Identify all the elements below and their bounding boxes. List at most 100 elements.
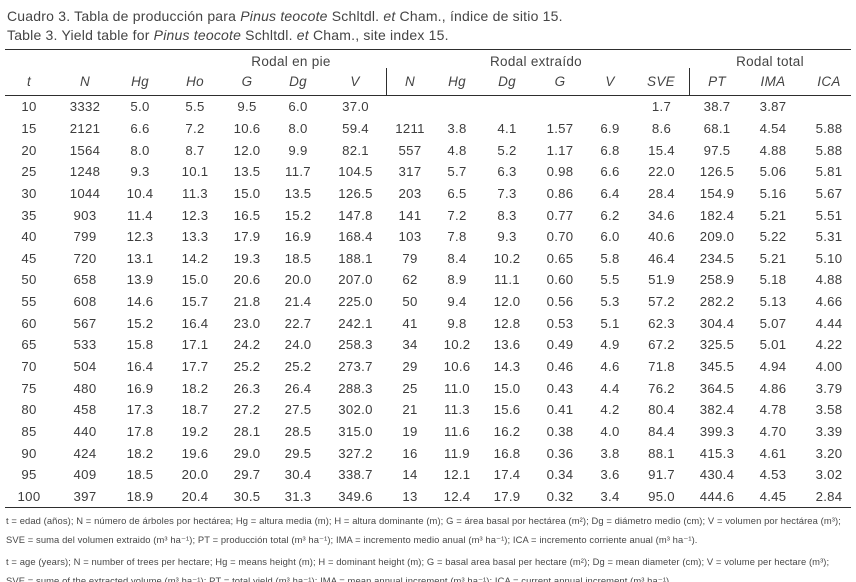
table-cell: 12.0 [493, 294, 521, 310]
table-cell: 0.46 [546, 359, 574, 374]
table-cell: 30 [21, 185, 37, 201]
table-cell: 15.2 [126, 315, 154, 331]
table-cell: 4.45 [759, 488, 787, 504]
table-cell: 85 [21, 423, 37, 439]
table-cell: 0.43 [546, 380, 574, 396]
footnote-es: t = edad (años); N = número de árboles p… [6, 512, 852, 549]
table-cell: 12.3 [126, 229, 154, 245]
table-cell: 18.2 [126, 445, 154, 461]
table-cell: 154.9 [699, 185, 735, 201]
table-cell: 1211 [395, 120, 425, 136]
table-cell: 27.5 [284, 402, 312, 418]
table-cell: 28.4 [648, 185, 675, 201]
table-cell: 17.9 [233, 229, 261, 245]
table-cell: 6.6 [130, 120, 150, 136]
table-cell: 3.8 [600, 445, 620, 461]
table-cell: 567 [73, 315, 97, 331]
table-cell: 345.5 [699, 359, 735, 374]
table-cell: 80.4 [648, 402, 675, 418]
table-cell: 658 [73, 272, 97, 288]
table-cell: 41 [402, 315, 418, 331]
table-cell: 1248 [69, 164, 101, 180]
table-cell: 16.9 [126, 380, 154, 396]
table-cell: 3.4 [600, 488, 620, 504]
table-cell: 799 [73, 229, 97, 245]
table-cell: 3.02 [815, 467, 843, 483]
table-bottom-rule [5, 507, 851, 508]
table-cell: 4.88 [759, 142, 787, 158]
table-cell: 29.0 [233, 445, 261, 461]
table-cell: 51.9 [648, 272, 675, 288]
table-row: 90 424 18.2 19.6 29.0 29.5 327.2 16 11.9 16.8 0.36… [0, 442, 856, 464]
table-cell: 23.0 [233, 315, 261, 331]
table-cell: 258.3 [338, 337, 373, 353]
table-cell: 4.78 [759, 402, 787, 418]
column-header: N [404, 74, 416, 89]
column-header: Hg [448, 74, 466, 89]
table-cell: 5.7 [447, 164, 467, 180]
table-cell: 17.8 [126, 423, 154, 439]
column-header-row: t N Hg Ho G Dg V N Hg Dg G V SVE PT IMA ICA [0, 68, 856, 95]
table-cell: 0.98 [546, 164, 574, 180]
table-cell: 11.3 [182, 185, 208, 201]
table-cell: 95 [21, 467, 37, 483]
table-cell: 19.3 [233, 250, 261, 266]
caption-text: et [296, 27, 309, 43]
table-cell: 31.3 [284, 488, 312, 504]
table-cell: 24.2 [233, 337, 261, 353]
table-cell: 18.5 [284, 250, 312, 266]
table-cell: 11.3 [444, 402, 470, 418]
table-cell: 2121 [69, 120, 101, 136]
table-cell: 4.6 [600, 359, 620, 374]
table-cell: 5.07 [759, 315, 787, 331]
table-cell: 382.4 [699, 402, 735, 418]
table-cell: 4.4 [600, 380, 620, 396]
table-cell: 5.67 [815, 185, 843, 201]
table-cell: 46.4 [648, 250, 675, 266]
table-cell: 59.4 [342, 120, 369, 136]
table-cell: 5.0 [130, 99, 150, 115]
table-cell: 2.84 [815, 488, 843, 504]
table-cell: 10.2 [443, 337, 471, 353]
column-header: Ho [186, 74, 204, 89]
table-cell: 11.7 [285, 164, 311, 180]
table-cell: 25.2 [284, 359, 312, 374]
table-cell: 5.5 [600, 272, 620, 288]
table-cell: 88.1 [648, 445, 675, 461]
caption-text: et [383, 8, 396, 24]
footnote-line: SVE = suma del volumen extraido (m³ ha⁻¹… [6, 533, 698, 545]
header-underline-rule [5, 95, 851, 96]
table-cell: 141 [398, 207, 422, 223]
table-cell: 147.8 [338, 207, 373, 223]
table-cell: 75 [21, 380, 37, 396]
table-cell: 13.9 [126, 272, 154, 288]
table-cell: 5.51 [815, 207, 843, 223]
table-cell: 903 [73, 207, 97, 223]
table-cell: 10.6 [443, 359, 471, 374]
table-row: 45 720 13.1 14.2 19.3 18.5 188.1 79 8.4 10.2 0.65 5… [0, 247, 856, 269]
table-cell: 17.1 [181, 337, 209, 353]
table-cell: 4.8 [447, 142, 467, 158]
table-cell: 16.9 [284, 229, 312, 245]
table-cell: 16.4 [181, 315, 209, 331]
caption-text: Table 3. Yield table for [7, 27, 154, 43]
table-cell: 25.2 [233, 359, 261, 374]
table-cell: 557 [398, 142, 422, 158]
table-cell: 3.87 [759, 99, 787, 115]
table-cell: 19.6 [181, 445, 209, 461]
table-cell: 26.4 [284, 380, 312, 396]
table-cell: 11.0 [444, 380, 470, 396]
footnote-line: t = edad (años); N = número de árboles p… [6, 515, 841, 526]
table-cell: 15.0 [181, 272, 209, 288]
table-cell: 4.54 [759, 120, 787, 136]
table-cell: 9.8 [447, 315, 467, 331]
table-cell: 19.2 [181, 423, 209, 439]
table-cell: 90 [21, 445, 37, 461]
table-row: 55 608 14.6 15.7 21.8 21.4 225.0 50 9.4 12.0 0.56 5… [0, 291, 856, 313]
table-cell [433, 96, 481, 118]
table-cell: 95.0 [648, 488, 675, 504]
table-cell: 7.8 [447, 229, 467, 245]
table-top-rule [5, 49, 851, 50]
table-cell: 13.5 [233, 164, 261, 180]
